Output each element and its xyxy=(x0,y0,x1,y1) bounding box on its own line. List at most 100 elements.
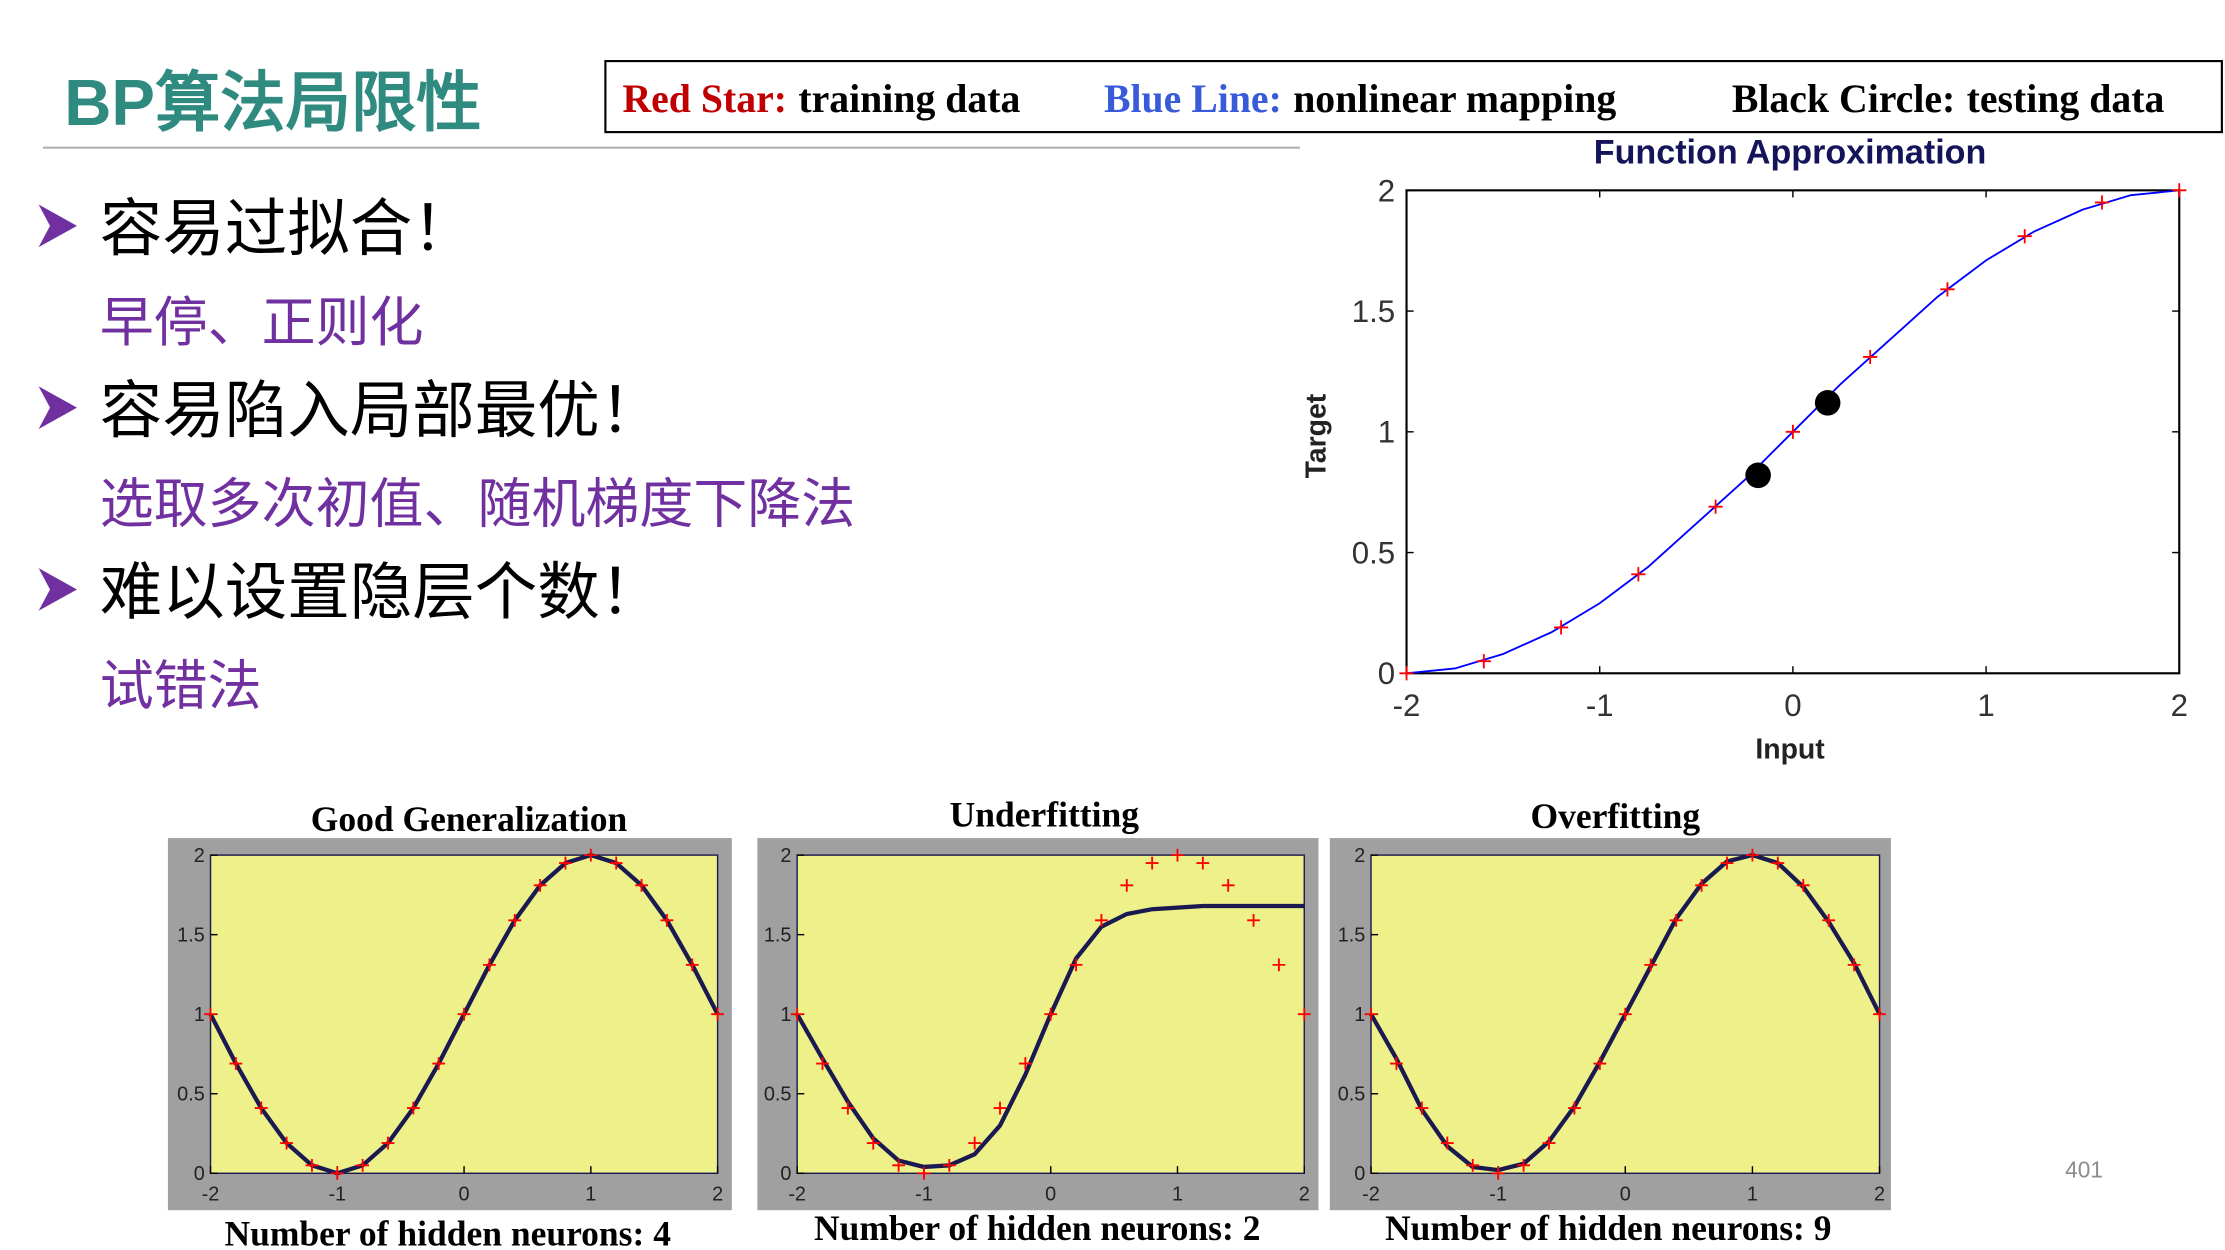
training-point xyxy=(1171,848,1184,862)
training-point xyxy=(356,1158,370,1172)
training-point xyxy=(1018,1057,1032,1070)
training-point xyxy=(1476,654,1491,669)
y-tick-label: 1.5 xyxy=(177,925,205,947)
training-point xyxy=(1695,878,1708,892)
x-tick-label: 0 xyxy=(1045,1183,1056,1205)
legend-entry: Black Circle: testing data xyxy=(1732,77,2165,121)
y-tick-label: 0 xyxy=(1354,1163,1365,1185)
legend-text: training data xyxy=(798,77,1020,121)
training-point xyxy=(816,1057,829,1070)
slide-title: BP算法局限性 xyxy=(64,66,481,139)
bullet-subtext: 选取多次初值、随机梯度下降法 xyxy=(100,475,856,535)
training-point xyxy=(1491,1166,1505,1180)
training-point xyxy=(1568,1101,1581,1115)
x-tick-label: 2 xyxy=(1874,1183,1885,1205)
training-point xyxy=(1746,848,1759,862)
training-point xyxy=(1708,499,1723,514)
training-point xyxy=(1390,1057,1403,1070)
x-tick-label: -1 xyxy=(1586,688,1614,723)
training-point xyxy=(1120,878,1134,892)
x-tick-label: -2 xyxy=(1362,1183,1380,1205)
chart: -2 -1 0 1 2 0 0.5 1 1.5 2 Good Generalization Numbe… xyxy=(167,799,732,1250)
training-point xyxy=(533,878,547,892)
y-tick-label: 1 xyxy=(1378,415,1395,450)
y-tick-label: 2 xyxy=(1378,173,1395,208)
training-point xyxy=(1618,1007,1632,1021)
bullet-text: 难以设置隐层个数！ xyxy=(100,558,663,628)
training-point xyxy=(1873,1007,1886,1021)
training-point xyxy=(229,1057,243,1070)
chart-title: Underfitting xyxy=(950,795,1140,835)
legend-box xyxy=(604,60,2223,134)
training-point xyxy=(660,913,674,927)
chart-title: Overfitting xyxy=(1531,796,1701,836)
bullet-arrow xyxy=(38,568,77,611)
chart: -2 -1 0 1 2 0 0.5 1 1.5 2 Overfitting Number of hid… xyxy=(1329,796,1891,1248)
training-point xyxy=(1095,913,1108,927)
x-tick-label: 0 xyxy=(459,1183,470,1205)
training-point xyxy=(1847,958,1861,972)
training-point xyxy=(1542,1136,1556,1150)
testing-point xyxy=(1745,462,1771,489)
x-tick-label: 0 xyxy=(1620,1183,1631,1205)
training-point xyxy=(1644,958,1658,972)
y-tick-label: 0.5 xyxy=(764,1084,792,1106)
chart: -2 -1 0 1 2 0 0.5 1 1.5 2 Underfitting Number of hi… xyxy=(757,795,1319,1248)
training-point xyxy=(1415,1101,1429,1115)
y-tick-label: 0 xyxy=(780,1163,791,1185)
training-point xyxy=(1145,856,1159,870)
training-point xyxy=(584,848,598,862)
legend-text: testing data xyxy=(1967,77,2165,121)
bullet-text: 容易过拟合！ xyxy=(100,194,475,264)
training-point xyxy=(968,1136,982,1150)
training-point xyxy=(2094,195,2110,210)
training-point xyxy=(432,1057,446,1070)
y-tick-label: 0.5 xyxy=(1338,1084,1366,1106)
x-tick-label: 0 xyxy=(1784,688,1801,723)
x-tick-label: -2 xyxy=(202,1183,220,1205)
x-tick-label: -1 xyxy=(328,1183,346,1205)
training-point xyxy=(254,1101,268,1115)
training-point xyxy=(1593,1057,1607,1070)
legend-key: Black Circle: xyxy=(1732,77,1955,121)
bullet-arrow xyxy=(38,204,77,248)
x-tick-label: 2 xyxy=(1299,1183,1310,1205)
training-point xyxy=(305,1158,319,1172)
y-tick-label: 0.5 xyxy=(177,1084,205,1106)
y-tick-label: 0.5 xyxy=(1352,535,1395,570)
training-point xyxy=(1631,567,1646,582)
y-tick-label: 2 xyxy=(780,845,791,867)
training-point xyxy=(1440,1136,1454,1150)
testing-point xyxy=(1814,390,1841,416)
training-point xyxy=(1785,424,1800,439)
training-point xyxy=(330,1166,344,1180)
training-point xyxy=(1196,856,1210,870)
training-point xyxy=(559,856,572,870)
training-point xyxy=(204,1007,217,1021)
x-axis-label: Number of hidden neurons: 9 xyxy=(1385,1208,1831,1248)
training-point xyxy=(790,1007,804,1021)
bullet-subtext: 试错法 xyxy=(100,657,262,717)
y-tick-label: 1 xyxy=(1354,1004,1365,1026)
legend: Red Star: training data Blue Line: nonlinea… xyxy=(622,77,2164,121)
x-tick-label: -1 xyxy=(1489,1183,1507,1205)
training-point xyxy=(866,1136,880,1150)
training-point xyxy=(483,958,496,972)
y-tick-label: 1.5 xyxy=(764,925,792,947)
bullet-arrow xyxy=(38,386,77,429)
x-axis-label: Input xyxy=(1755,734,1825,766)
training-point xyxy=(1669,913,1683,927)
chart-title: Good Generalization xyxy=(311,799,628,839)
training-point xyxy=(1247,913,1260,927)
x-tick-label: 2 xyxy=(2171,688,2188,723)
training-point xyxy=(841,1101,855,1115)
training-point xyxy=(280,1136,293,1150)
bullet-text: 容易陷入局部最优！ xyxy=(100,376,663,446)
x-tick-label: -2 xyxy=(1393,688,1421,723)
training-point xyxy=(1069,958,1083,972)
training-point xyxy=(2017,229,2032,244)
training-point xyxy=(892,1158,905,1172)
x-tick-label: 1 xyxy=(1977,688,1994,723)
y-tick-label: 1.5 xyxy=(1338,925,1366,947)
chart: -2 -1 0 1 2 0 0.5 1 1.5 2 Function Approximation In… xyxy=(1301,133,2188,765)
